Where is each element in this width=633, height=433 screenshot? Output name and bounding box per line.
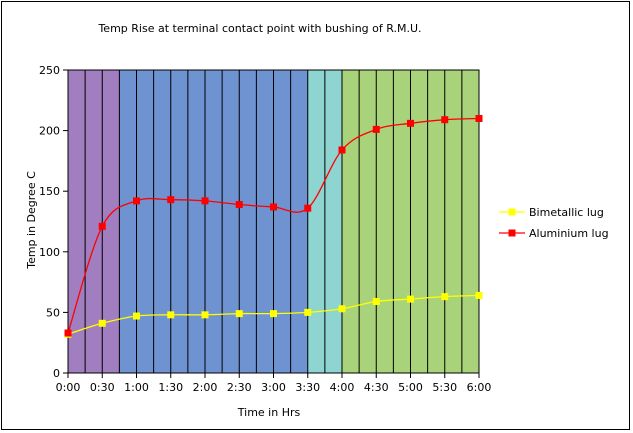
data-point-aluminium-lug [167, 196, 175, 204]
data-point-aluminium-lug [372, 125, 380, 133]
y-tick-label: 250 [39, 64, 60, 77]
x-axis-title: Time in Hrs [237, 406, 301, 419]
axes [63, 69, 480, 378]
data-point-bimetallic-lug [304, 308, 312, 316]
data-point-aluminium-lug [475, 114, 483, 122]
x-tick-label: 3:00 [261, 381, 286, 394]
x-tick-label: 0:30 [90, 381, 115, 394]
legend: Bimetallic lug Aluminium lug [499, 206, 609, 240]
data-point-aluminium-lug [441, 116, 449, 124]
y-tick-labels: 0 50 100 150 200 250 [39, 64, 60, 380]
background-band [68, 70, 120, 373]
data-point-bimetallic-lug [201, 311, 209, 319]
data-point-bimetallic-lug [441, 293, 449, 301]
x-tick-label: 6:00 [467, 381, 492, 394]
x-tick-label: 1:30 [158, 381, 183, 394]
chart-title: Temp Rise at terminal contact point with… [97, 22, 421, 35]
data-point-bimetallic-lug [98, 319, 106, 327]
legend-label-bimetallic-lug: Bimetallic lug [529, 206, 604, 219]
data-point-bimetallic-lug [475, 291, 483, 299]
x-tick-label: 4:00 [330, 381, 355, 394]
data-point-aluminium-lug [98, 222, 106, 230]
legend-label-aluminium-lug: Aluminium lug [529, 227, 609, 240]
y-tick-label: 100 [39, 246, 60, 259]
x-tick-label: 2:30 [227, 381, 252, 394]
data-point-aluminium-lug [407, 119, 414, 127]
data-point-aluminium-lug [133, 197, 140, 205]
x-tick-labels: 0:00 0:30 1:00 1:30 2:00 2:30 3:00 3:30 4:00 4:30… [56, 381, 492, 394]
data-point-bimetallic-lug [270, 310, 277, 318]
data-point-aluminium-lug [64, 329, 72, 337]
data-point-aluminium-lug [270, 203, 277, 211]
x-tick-label: 4:30 [364, 381, 389, 394]
x-tick-label: 5:00 [398, 381, 423, 394]
x-tick-label: 5:30 [432, 381, 457, 394]
y-tick-label: 200 [39, 125, 60, 138]
x-tick-label: 1:00 [124, 381, 149, 394]
background-band [119, 70, 308, 373]
y-axis-title: Temp in Degree C [25, 171, 38, 270]
series-layer [64, 114, 483, 338]
data-point-bimetallic-lug [338, 305, 346, 313]
legend-marker-aluminium-lug [508, 229, 516, 237]
data-point-aluminium-lug [338, 146, 346, 154]
y-tick-label: 50 [46, 306, 60, 319]
data-point-bimetallic-lug [167, 311, 175, 319]
x-tick-label: 2:00 [193, 381, 218, 394]
data-point-aluminium-lug [201, 197, 209, 205]
y-tick-label: 150 [39, 185, 60, 198]
y-tick-label: 0 [53, 367, 60, 380]
data-point-bimetallic-lug [133, 312, 140, 320]
data-point-bimetallic-lug [235, 310, 243, 318]
legend-marker-bimetallic-lug [508, 208, 516, 216]
data-point-aluminium-lug [235, 201, 243, 209]
x-tick-label: 3:30 [295, 381, 320, 394]
x-tick-label: 0:00 [56, 381, 81, 394]
data-point-bimetallic-lug [407, 295, 414, 303]
data-point-bimetallic-lug [372, 297, 380, 305]
data-point-aluminium-lug [304, 204, 312, 212]
